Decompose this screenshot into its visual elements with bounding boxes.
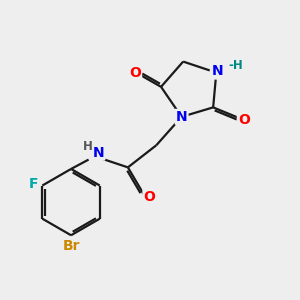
Text: O: O: [238, 113, 250, 127]
Text: N: N: [176, 110, 188, 124]
Text: N: N: [212, 64, 224, 78]
Text: H: H: [83, 140, 93, 153]
Text: O: O: [129, 66, 141, 80]
Text: Br: Br: [62, 239, 80, 253]
Text: F: F: [29, 177, 38, 191]
Text: O: O: [143, 190, 155, 204]
Text: -H: -H: [228, 59, 243, 72]
Text: N: N: [93, 146, 104, 160]
